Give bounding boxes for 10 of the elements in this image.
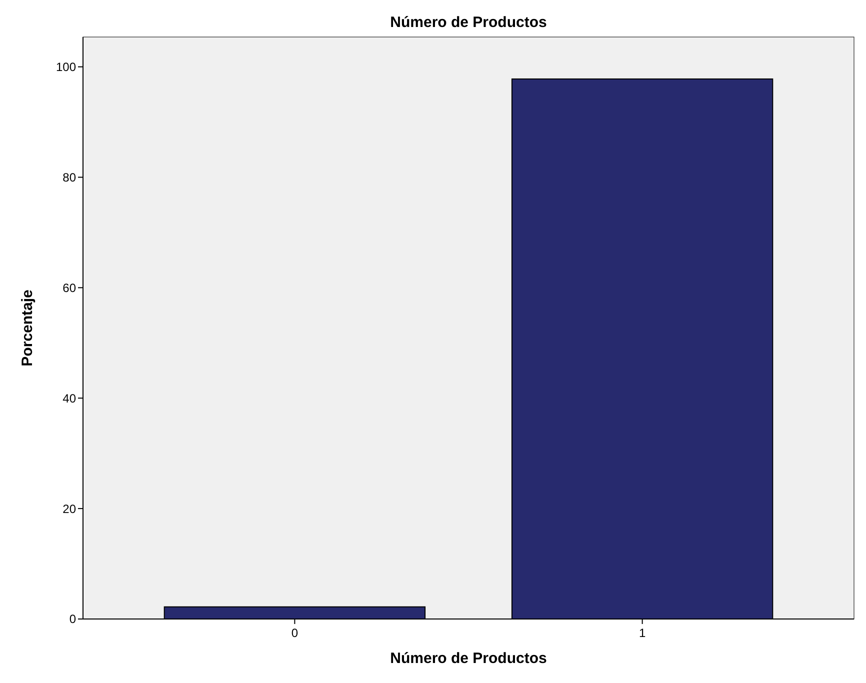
y-axis-title: Porcentaje — [19, 290, 36, 366]
y-tick-label: 0 — [69, 612, 76, 626]
x-axis-title: Número de Productos — [390, 650, 547, 667]
y-tick-label: 20 — [62, 502, 76, 516]
y-tick-label: 80 — [62, 170, 76, 184]
y-tick-label: 60 — [62, 280, 76, 295]
x-tick-label: 1 — [638, 626, 646, 640]
y-tick-label: 40 — [62, 391, 76, 406]
chart-title: Número de Productos — [390, 14, 547, 31]
y-tick-label: 100 — [56, 60, 76, 74]
